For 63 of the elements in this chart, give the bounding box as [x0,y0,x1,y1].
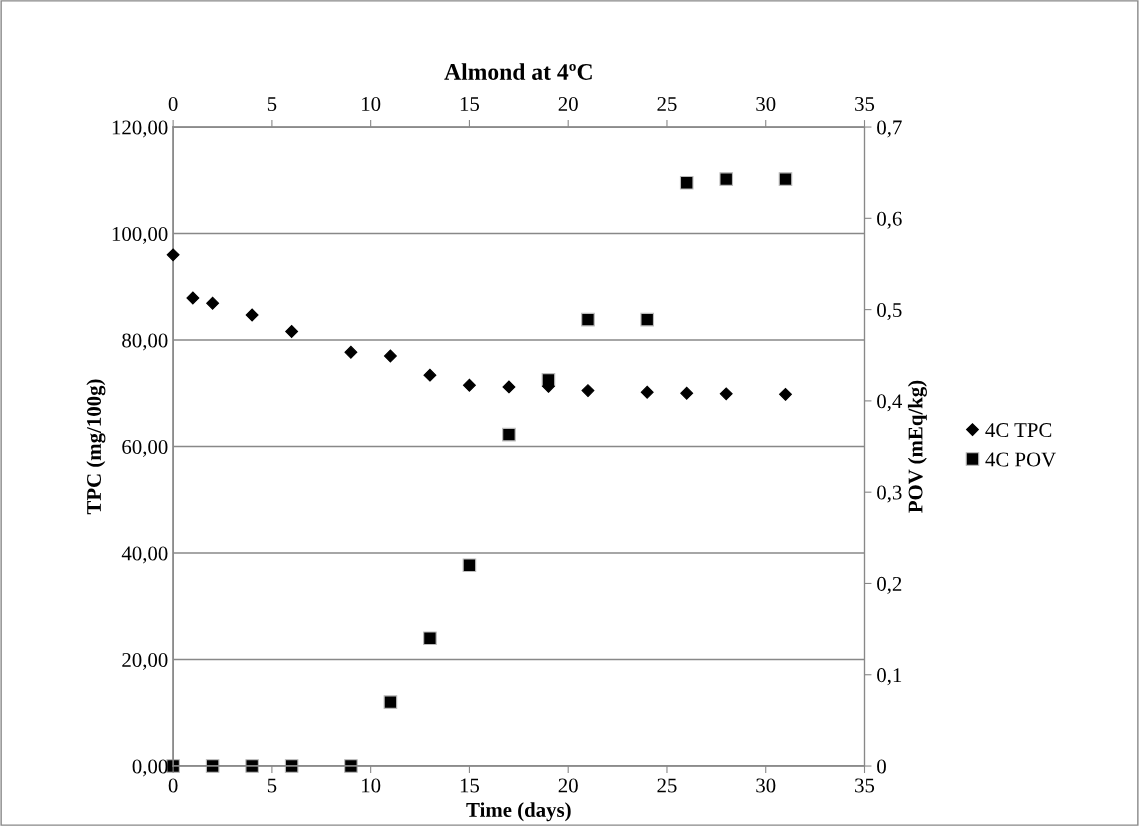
y2-tick-label: 0,5 [877,302,902,321]
y-axis-title: TPC (mg/100g) [86,379,106,515]
x-tick-label: 0 [168,778,178,793]
x-tick-label: 5 [267,778,277,793]
point [680,386,694,400]
x2-tick-label: 30 [756,96,776,111]
point [779,387,792,401]
x-tick-label: 35 [855,778,875,793]
point [502,427,516,442]
x-tick-label: 20 [558,778,578,793]
y2-tick-label: 0,7 [877,120,902,138]
y-tick-label: 120,00 [112,120,168,138]
point [581,312,595,327]
point [679,175,694,190]
point [383,349,397,363]
point [640,385,654,399]
point [245,308,259,322]
point [285,325,299,338]
point [462,558,477,573]
chart-title: Almond at 4ºC [444,63,592,80]
y2-tick-label: 0,2 [877,576,902,594]
point [719,387,733,401]
point [383,695,398,709]
point [502,380,516,394]
point [462,378,476,392]
y2-tick-label: 0,1 [877,668,902,686]
y-tick-label: 0,00 [132,759,168,777]
legend-label: 4C POV [985,452,1056,467]
x2-tick-label: 25 [657,97,677,111]
point [719,172,734,186]
y2-tick-label: 0,6 [877,211,902,229]
y2-axis-title: POV (mEq/kg) [907,380,927,513]
x2-tick-label: 10 [362,96,381,111]
point [423,631,437,646]
y-tick-label: 80,00 [122,333,168,351]
y2-tick-label: 0,4 [877,394,903,412]
x2-tick-label: 15 [460,97,480,111]
point [206,296,220,310]
point [166,248,180,262]
x-tick-label: 10 [362,778,381,793]
y-tick-label: 100,00 [112,226,168,244]
point [423,368,437,382]
point [640,312,655,327]
y2-tick-label: 0 [877,759,886,774]
x-tick-label: 15 [460,778,480,793]
legend-label: 4C TPC [985,423,1052,438]
y-tick-label: 60,00 [122,439,168,457]
point [245,759,259,773]
x2-tick-label: 0 [168,96,178,111]
x2-tick-label: 35 [855,97,875,111]
point [186,291,200,305]
y-tick-label: 20,00 [122,652,168,670]
point [344,345,358,359]
y2-tick-label: 0,3 [877,485,902,503]
x2-tick-label: 5 [267,97,277,111]
x-tick-label: 25 [657,778,677,793]
point [344,759,358,773]
x2-tick-label: 20 [558,96,578,111]
y-tick-label: 40,00 [121,546,168,564]
x-tick-label: 30 [756,778,776,793]
point [581,384,595,398]
x-axis-title: Time (days) [466,802,571,822]
point [778,172,793,186]
